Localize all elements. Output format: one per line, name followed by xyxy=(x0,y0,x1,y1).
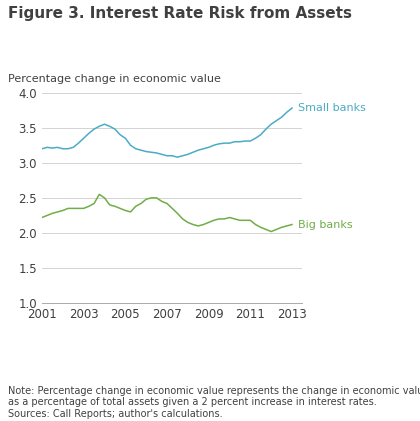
Text: Figure 3. Interest Rate Risk from Assets: Figure 3. Interest Rate Risk from Assets xyxy=(8,6,352,21)
Text: Note: Percentage change in economic value represents the change in economic valu: Note: Percentage change in economic valu… xyxy=(8,386,420,419)
Text: Big banks: Big banks xyxy=(298,219,353,229)
Text: Small banks: Small banks xyxy=(298,103,366,113)
Text: Percentage change in economic value: Percentage change in economic value xyxy=(8,74,221,84)
